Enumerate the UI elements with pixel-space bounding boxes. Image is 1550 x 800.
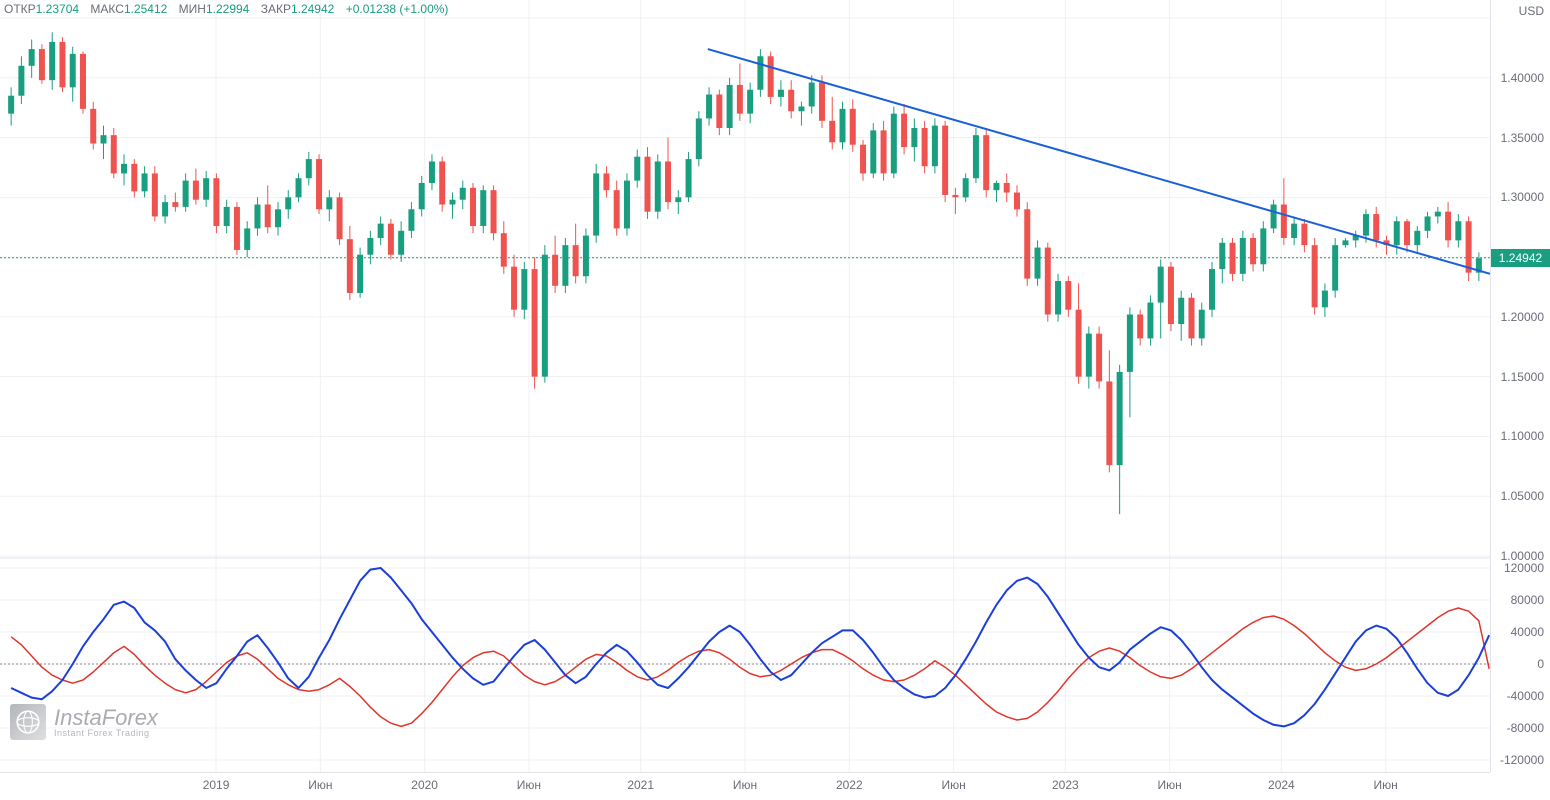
- indicator-y-tick-label: 120000: [1504, 561, 1544, 575]
- indicator-y-tick-label: -80000: [1507, 721, 1544, 735]
- y-tick-label: 1.15000: [1501, 370, 1544, 384]
- x-axis-bottom: 2019 Июн 2020 Июн 2021 Июн 2022 Июн 2023 Июн 2024 И…: [0, 772, 1490, 800]
- chart-area[interactable]: ОТКР1.23704 МАКС1.25412 МИН1.22994 ЗАКР1…: [0, 0, 1490, 772]
- x-tick-label: 2021: [627, 778, 654, 792]
- high-value: 1.25412: [124, 2, 167, 16]
- x-tick-label: Июн: [941, 778, 965, 792]
- watermark-logo: InstaForex Instant Forex Trading: [10, 704, 158, 740]
- indicator-y-tick-label: -120000: [1500, 753, 1544, 767]
- plot-svg: [0, 0, 1490, 772]
- y-tick-label: 1.20000: [1501, 310, 1544, 324]
- close-label: ЗАКР: [261, 2, 291, 16]
- x-tick-label: Июн: [1158, 778, 1182, 792]
- x-tick-label: 2024: [1268, 778, 1295, 792]
- close-value: 1.24942: [291, 2, 334, 16]
- x-tick-label: 2022: [836, 778, 863, 792]
- ohlc-strip: ОТКР1.23704 МАКС1.25412 МИН1.22994 ЗАКР1…: [4, 2, 448, 16]
- x-tick-label: 2019: [203, 778, 230, 792]
- logo-text-sub: Instant Forex Trading: [54, 729, 158, 738]
- y-tick-label: 1.30000: [1501, 190, 1544, 204]
- x-tick-label: Июн: [517, 778, 541, 792]
- y-axis-right: USD 1.000001.050001.100001.150001.200001…: [1490, 0, 1550, 772]
- y-tick-label: 1.35000: [1501, 131, 1544, 145]
- indicator-y-tick-label: -40000: [1507, 689, 1544, 703]
- indicator-y-tick-label: 80000: [1511, 593, 1544, 607]
- open-label: ОТКР: [4, 2, 36, 16]
- change-value: +0.01238 (+1.00%): [346, 2, 449, 16]
- y-tick-label: 1.40000: [1501, 71, 1544, 85]
- low-value: 1.22994: [206, 2, 249, 16]
- y-tick-label: 1.10000: [1501, 429, 1544, 443]
- y-tick-label: 1.05000: [1501, 489, 1544, 503]
- indicator-y-tick-label: 40000: [1511, 625, 1544, 639]
- x-tick-label: Июн: [733, 778, 757, 792]
- logo-text-main: InstaForex: [54, 707, 158, 729]
- x-tick-label: 2023: [1052, 778, 1079, 792]
- open-value: 1.23704: [36, 2, 79, 16]
- high-label: МАКС: [90, 2, 124, 16]
- logo-globe-icon: [10, 704, 46, 740]
- current-price-tag: 1.24942: [1491, 249, 1550, 267]
- currency-label: USD: [1519, 4, 1544, 18]
- x-tick-label: 2020: [411, 778, 438, 792]
- low-label: МИН: [179, 2, 206, 16]
- indicator-y-tick-label: 0: [1537, 657, 1544, 671]
- x-tick-label: Июн: [1374, 778, 1398, 792]
- x-tick-label: Июн: [308, 778, 332, 792]
